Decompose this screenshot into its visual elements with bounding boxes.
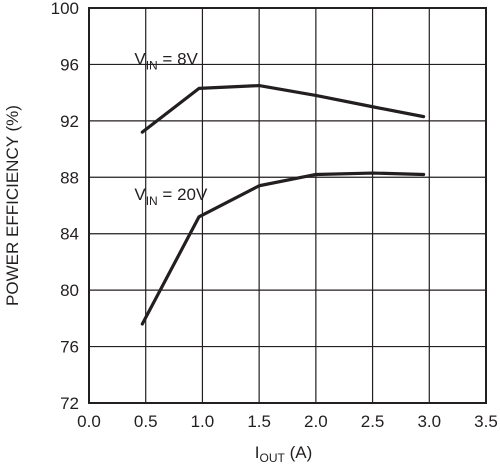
y-tick-label: 100	[51, 0, 79, 18]
series-label-vin-8v: VIN = 8V	[134, 49, 198, 72]
series-label-rest: = 8V	[158, 49, 199, 68]
x-tick-labels: 0.0 0.5 1.0 1.5 2.0 2.5 3.0 3.5	[77, 412, 498, 431]
x-tick-label: 3.0	[417, 412, 441, 431]
x-axis-label-main: I	[255, 443, 260, 462]
y-tick-label: 72	[60, 394, 79, 413]
x-tick-label: 2.0	[304, 412, 328, 431]
x-axis-label-sub: OUT	[260, 451, 286, 465]
series-label-main: V	[134, 185, 146, 204]
y-tick-label: 84	[60, 225, 79, 244]
series-line-vin-20v	[140, 171, 426, 326]
x-axis-label: IOUT (A)	[255, 443, 312, 465]
series-lines	[140, 83, 426, 326]
y-tick-label: 76	[60, 338, 79, 357]
series-label-vin-20v: VIN = 20V	[134, 185, 208, 208]
y-tick-label: 92	[60, 112, 79, 131]
x-tick-label: 1.0	[191, 412, 215, 431]
y-axis-label: POWER EFFICIENCY (%)	[3, 105, 22, 306]
plot-frame	[88, 7, 487, 404]
series-label-rest: = 20V	[158, 185, 208, 204]
series-label-sub: IN	[146, 58, 158, 72]
grid-lines	[88, 7, 487, 404]
x-tick-label: 0.5	[134, 412, 158, 431]
x-tick-label: 2.5	[361, 412, 385, 431]
y-tick-label: 88	[60, 168, 79, 187]
x-tick-label: 1.5	[247, 412, 271, 431]
x-tick-label: 0.0	[77, 412, 101, 431]
x-axis-label-rest: (A)	[285, 443, 312, 462]
x-tick-label: 3.5	[474, 412, 498, 431]
series-label-sub: IN	[146, 194, 158, 208]
series-line-vin-8v	[140, 83, 426, 134]
y-tick-label: 96	[60, 55, 79, 74]
y-tick-label: 80	[60, 281, 79, 300]
series-label-main: V	[134, 49, 146, 68]
y-tick-labels: 72 76 80 84 88 92 96 100	[51, 0, 79, 413]
